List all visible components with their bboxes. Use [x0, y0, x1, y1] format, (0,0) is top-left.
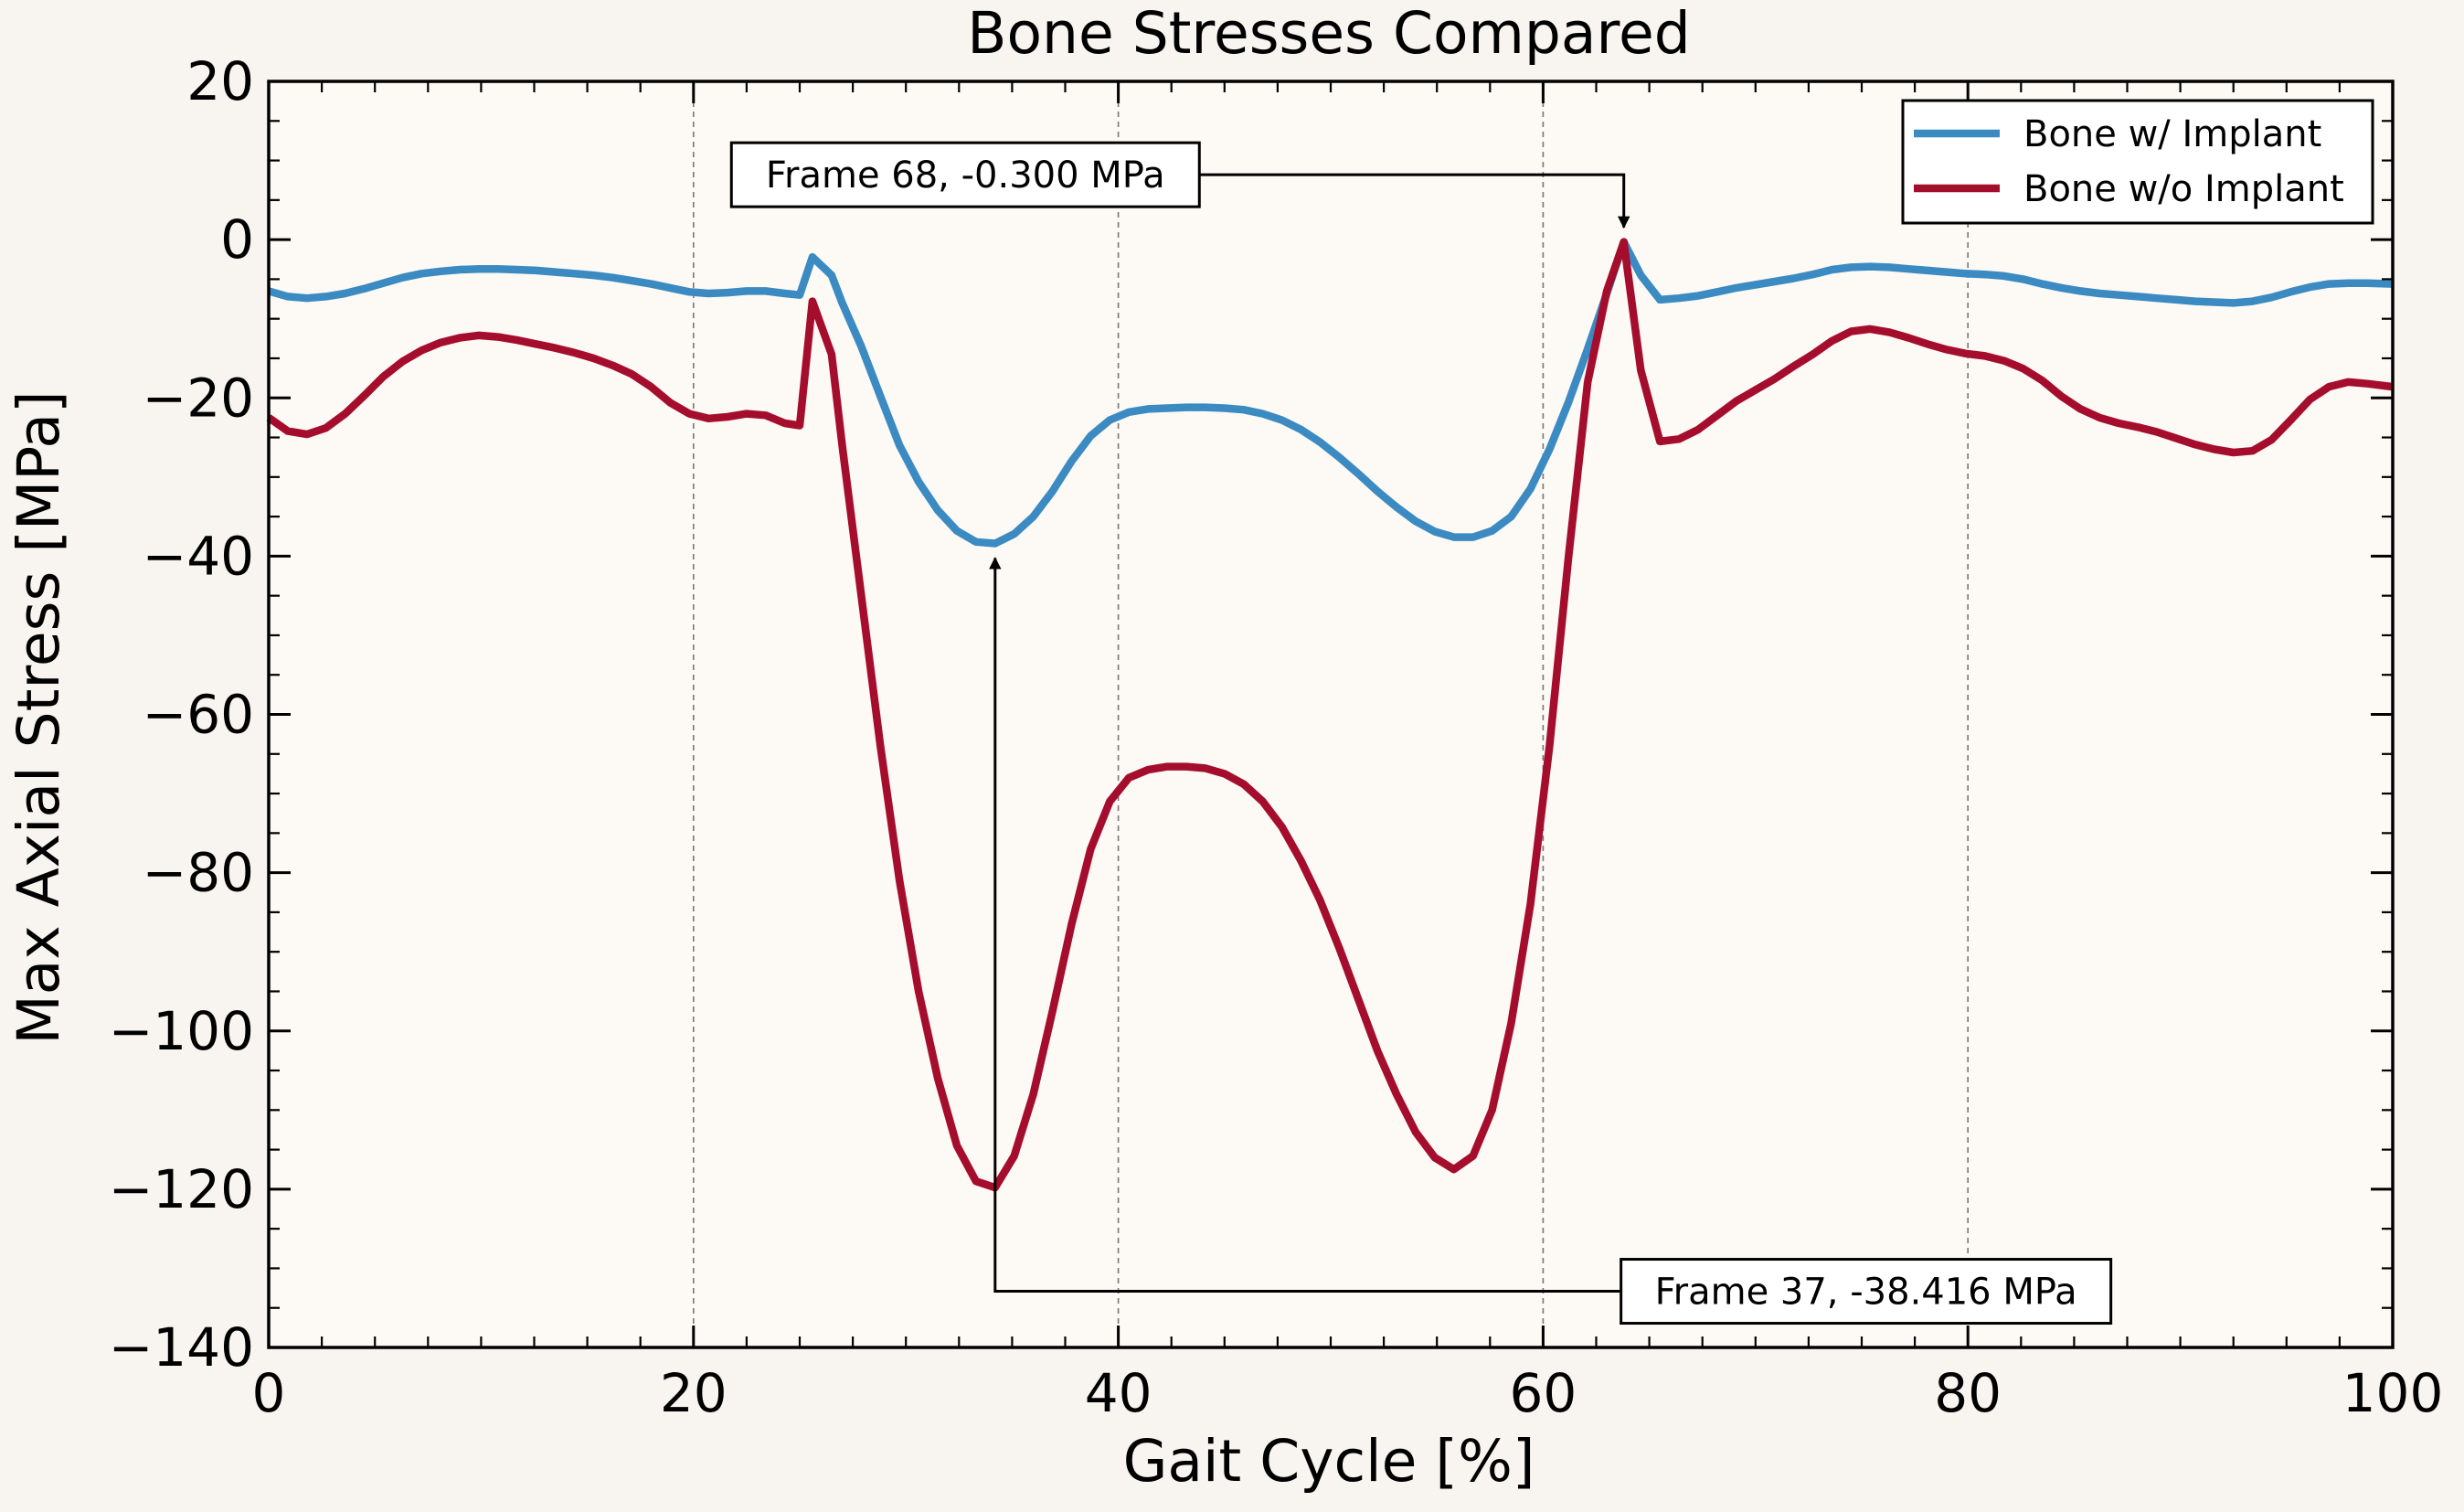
y-tick-label: −20 [143, 367, 254, 429]
chart-title: Bone Stresses Compared [967, 0, 1690, 67]
series-line-1 [266, 238, 2394, 1192]
x-tick-label: 40 [1085, 1362, 1152, 1424]
y-axis-label: Max Axial Stress [MPa] [5, 390, 72, 1044]
tick-layer: 0 20 40 60 80 100 −140 −120 −100 −80 −60 −40 −20 0 20 [109, 50, 2444, 1424]
x-axis-label: Gait Cycle [%] [1123, 1428, 1535, 1495]
annotation-box [729, 141, 1201, 208]
series-line-0 [267, 238, 2394, 548]
y-tick-label: −100 [109, 1000, 254, 1062]
annotation-box [1620, 1258, 2113, 1326]
x-tick-label: 0 [252, 1362, 286, 1424]
y-tick-label: −40 [143, 525, 254, 587]
annotation-arrow [989, 557, 1621, 1294]
legend-label-1: Bone w/o Implant [2023, 168, 2344, 210]
y-tick-label: −120 [109, 1158, 254, 1220]
series-layer [266, 238, 2394, 1192]
x-tick-label: 100 [2342, 1362, 2444, 1424]
plot-background [269, 81, 2393, 1347]
y-tick-label: −80 [143, 842, 254, 904]
annotation-text: Frame 68, -0.300 MPa [766, 154, 1165, 197]
x-tick-label: 60 [1509, 1362, 1577, 1424]
y-tick-label: −140 [109, 1316, 254, 1379]
legend-label-0: Bone w/ Implant [2023, 113, 2321, 155]
annotation-layer: Frame 68, -0.300 MPa Frame 37, -38.416 MP… [729, 141, 2113, 1326]
y-tick-label: 0 [220, 208, 254, 271]
legend: Bone w/ Implant Bone w/o Implant [1901, 99, 2374, 225]
annotation-text: Frame 37, -38.416 MPa [1655, 1272, 2077, 1314]
x-tick-label: 20 [660, 1362, 728, 1424]
annotation-0: Frame 68, -0.300 MPa [729, 141, 1630, 229]
y-tick-label: −60 [143, 684, 254, 746]
x-tick-label: 80 [1934, 1362, 2002, 1424]
annotation-arrow [1199, 173, 1630, 229]
annotation-1: Frame 37, -38.416 MPa [989, 557, 2113, 1326]
y-tick-label: 20 [186, 50, 254, 112]
legend-box [1901, 99, 2374, 225]
